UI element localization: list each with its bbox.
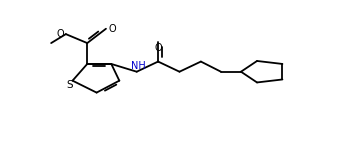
Text: S: S <box>67 80 73 90</box>
Text: O: O <box>154 43 162 53</box>
Text: O: O <box>109 24 117 34</box>
Text: O: O <box>57 29 64 39</box>
Text: NH: NH <box>131 61 146 71</box>
